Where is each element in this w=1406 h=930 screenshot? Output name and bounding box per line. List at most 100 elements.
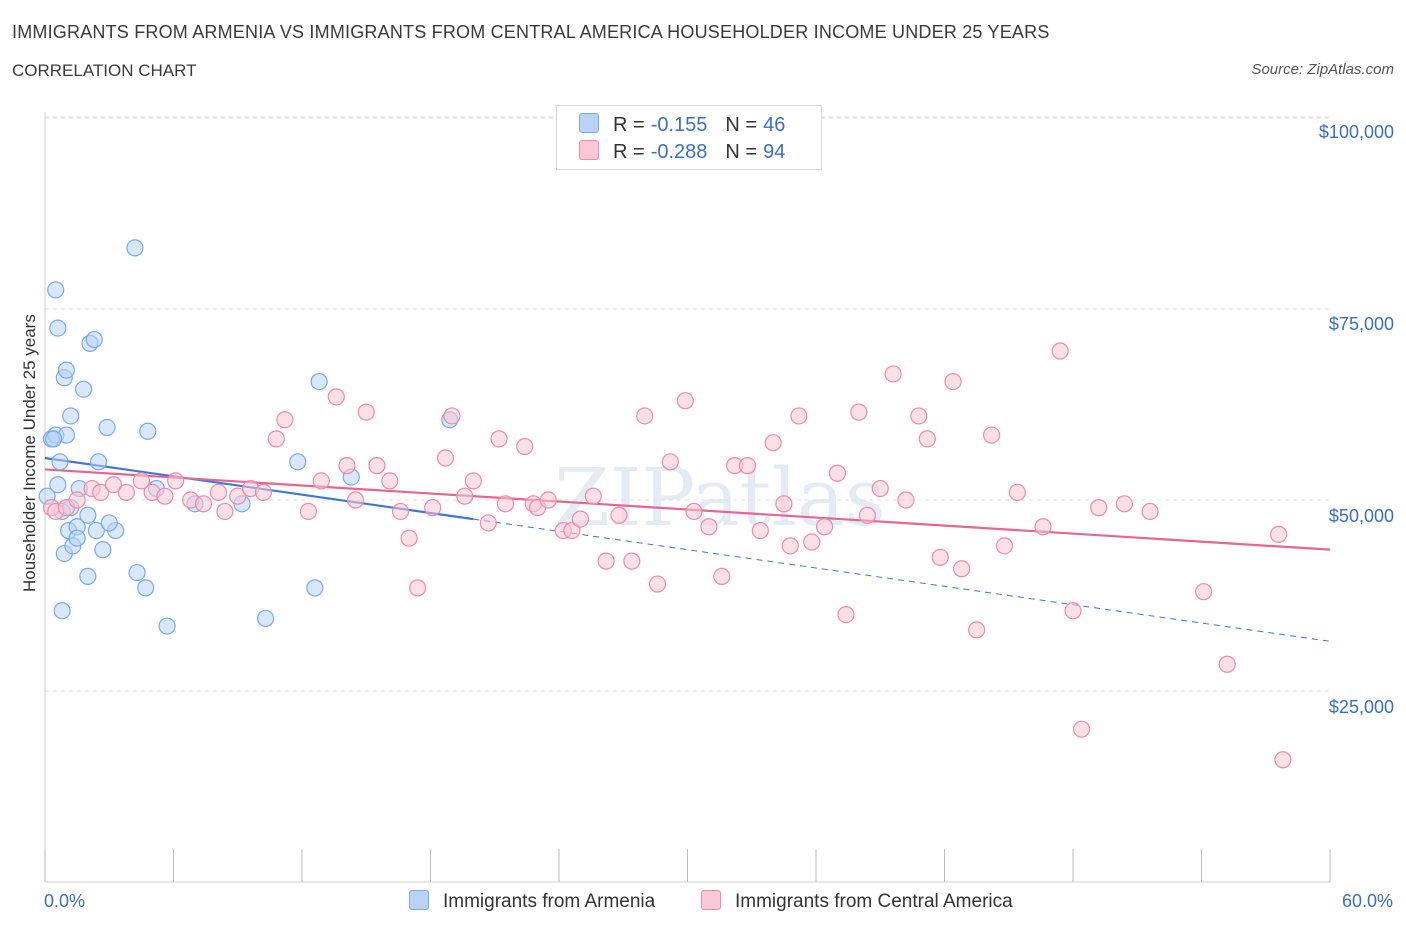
data-point-central-america (1034, 518, 1052, 536)
data-point-central-america (68, 491, 86, 509)
legend-row-armenia: R = -0.155 N = 46 (579, 113, 785, 137)
legend-n-value: 94 (763, 141, 786, 163)
data-point-central-america (983, 426, 1001, 444)
chart-title: IMMIGRANTS FROM ARMENIA VS IMMIGRANTS FR… (12, 22, 1050, 42)
data-point-central-america (1051, 342, 1069, 360)
data-point-central-america (828, 464, 847, 482)
data-point-central-america (815, 518, 834, 536)
data-point-central-america (968, 621, 986, 639)
data-point-central-america (327, 388, 345, 406)
data-point-central-america (995, 537, 1014, 555)
data-point-central-america (357, 403, 375, 421)
series-swatch-armenia (409, 890, 429, 910)
data-point-central-america (781, 537, 799, 555)
data-point-central-america (1269, 525, 1288, 543)
data-point-armenia (306, 579, 324, 597)
data-point-central-america (685, 502, 703, 521)
legend-r-value: -0.155 (650, 114, 708, 136)
data-point-central-america (1274, 751, 1292, 769)
data-point-armenia (85, 330, 103, 349)
data-point-central-america (267, 430, 285, 448)
y-tick-label-25000: $25,000 (1328, 697, 1394, 717)
data-point-central-america (443, 407, 461, 425)
data-point-central-america (409, 579, 427, 597)
data-point-armenia (49, 319, 67, 337)
data-point-armenia (126, 239, 144, 257)
data-point-central-america (299, 502, 318, 521)
data-point-central-america (871, 479, 889, 498)
y-tick-label-75000: $75,000 (1328, 314, 1394, 334)
data-point-armenia (94, 541, 112, 559)
data-point-central-america (209, 483, 228, 501)
data-point-armenia (68, 529, 86, 547)
data-point-central-america (700, 518, 718, 536)
data-point-central-america (661, 453, 679, 471)
data-point-armenia (100, 514, 118, 532)
series-swatch-central-america (701, 890, 721, 910)
data-point-central-america (1090, 499, 1108, 517)
legend-row-central-america: R = -0.288 N = 94 (579, 140, 785, 164)
data-point-central-america (194, 495, 213, 513)
data-point-central-america (436, 449, 455, 467)
correlation-legend: R = -0.155 N = 46 R = -0.288 N = 94 (556, 105, 822, 170)
series-name-armenia: Immigrants from Armenia (443, 891, 656, 912)
y-axis-title: Householder Income Under 25 years (20, 314, 39, 592)
data-point-armenia (89, 453, 108, 471)
data-point-armenia (51, 453, 69, 471)
data-point-armenia (87, 521, 106, 540)
data-point-armenia (44, 430, 63, 448)
chart-subtitle: CORRELATION CHART (12, 61, 197, 80)
series-legend-central-america[interactable]: Immigrants from Central America (701, 890, 1013, 913)
legend-n-value: 46 (763, 114, 786, 136)
data-point-central-america (1141, 502, 1159, 521)
data-point-central-america (117, 483, 135, 501)
data-point-armenia (74, 380, 93, 398)
legend-r-value: -0.288 (650, 141, 708, 163)
data-point-armenia (158, 617, 176, 635)
data-point-central-america (1072, 720, 1091, 738)
data-point-central-america (92, 483, 110, 501)
data-point-armenia (128, 563, 146, 582)
series-legend-armenia[interactable]: Immigrants from Armenia (409, 890, 655, 913)
data-point-central-america (636, 407, 654, 425)
data-point-central-america (623, 552, 641, 570)
data-point-central-america (738, 457, 757, 475)
data-point-central-america (764, 434, 782, 452)
data-point-central-america (216, 502, 234, 521)
data-point-central-america (229, 487, 247, 505)
data-point-central-america (1218, 655, 1236, 673)
data-point-armenia (98, 418, 116, 437)
data-point-central-america (312, 472, 330, 490)
data-point-central-america (338, 457, 356, 475)
data-point-central-america (676, 392, 694, 410)
data-point-central-america (850, 403, 868, 421)
data-point-central-america (1008, 483, 1026, 501)
data-point-central-america (910, 407, 928, 425)
data-point-central-america (254, 483, 273, 501)
data-point-central-america (490, 430, 508, 448)
data-point-central-america (391, 502, 410, 521)
legend-r-label: R = (613, 141, 645, 163)
data-point-central-america (381, 472, 399, 490)
data-point-armenia (256, 609, 275, 628)
data-point-armenia (62, 407, 80, 425)
data-point-central-america (156, 487, 174, 505)
data-point-central-america (790, 407, 808, 425)
legend-r-label: R = (613, 114, 645, 136)
data-point-central-america (464, 472, 482, 490)
data-point-central-america (897, 491, 915, 509)
legend-swatch-armenia (579, 113, 599, 133)
source-note: Source: ZipAtlas.com (1251, 61, 1394, 78)
y-tick-label-100000: $100,000 (1318, 122, 1394, 142)
data-point-central-america (563, 521, 581, 540)
trend-line-armenia-extension (473, 518, 1331, 642)
data-point-central-america (1064, 602, 1082, 620)
data-point-central-america (368, 457, 386, 475)
data-point-armenia (49, 476, 67, 494)
data-point-central-america (858, 506, 877, 524)
data-point-central-america (918, 430, 936, 448)
data-point-central-america (884, 365, 902, 383)
data-point-central-america (132, 472, 150, 490)
series-name-central-america: Immigrants from Central America (735, 891, 1013, 912)
